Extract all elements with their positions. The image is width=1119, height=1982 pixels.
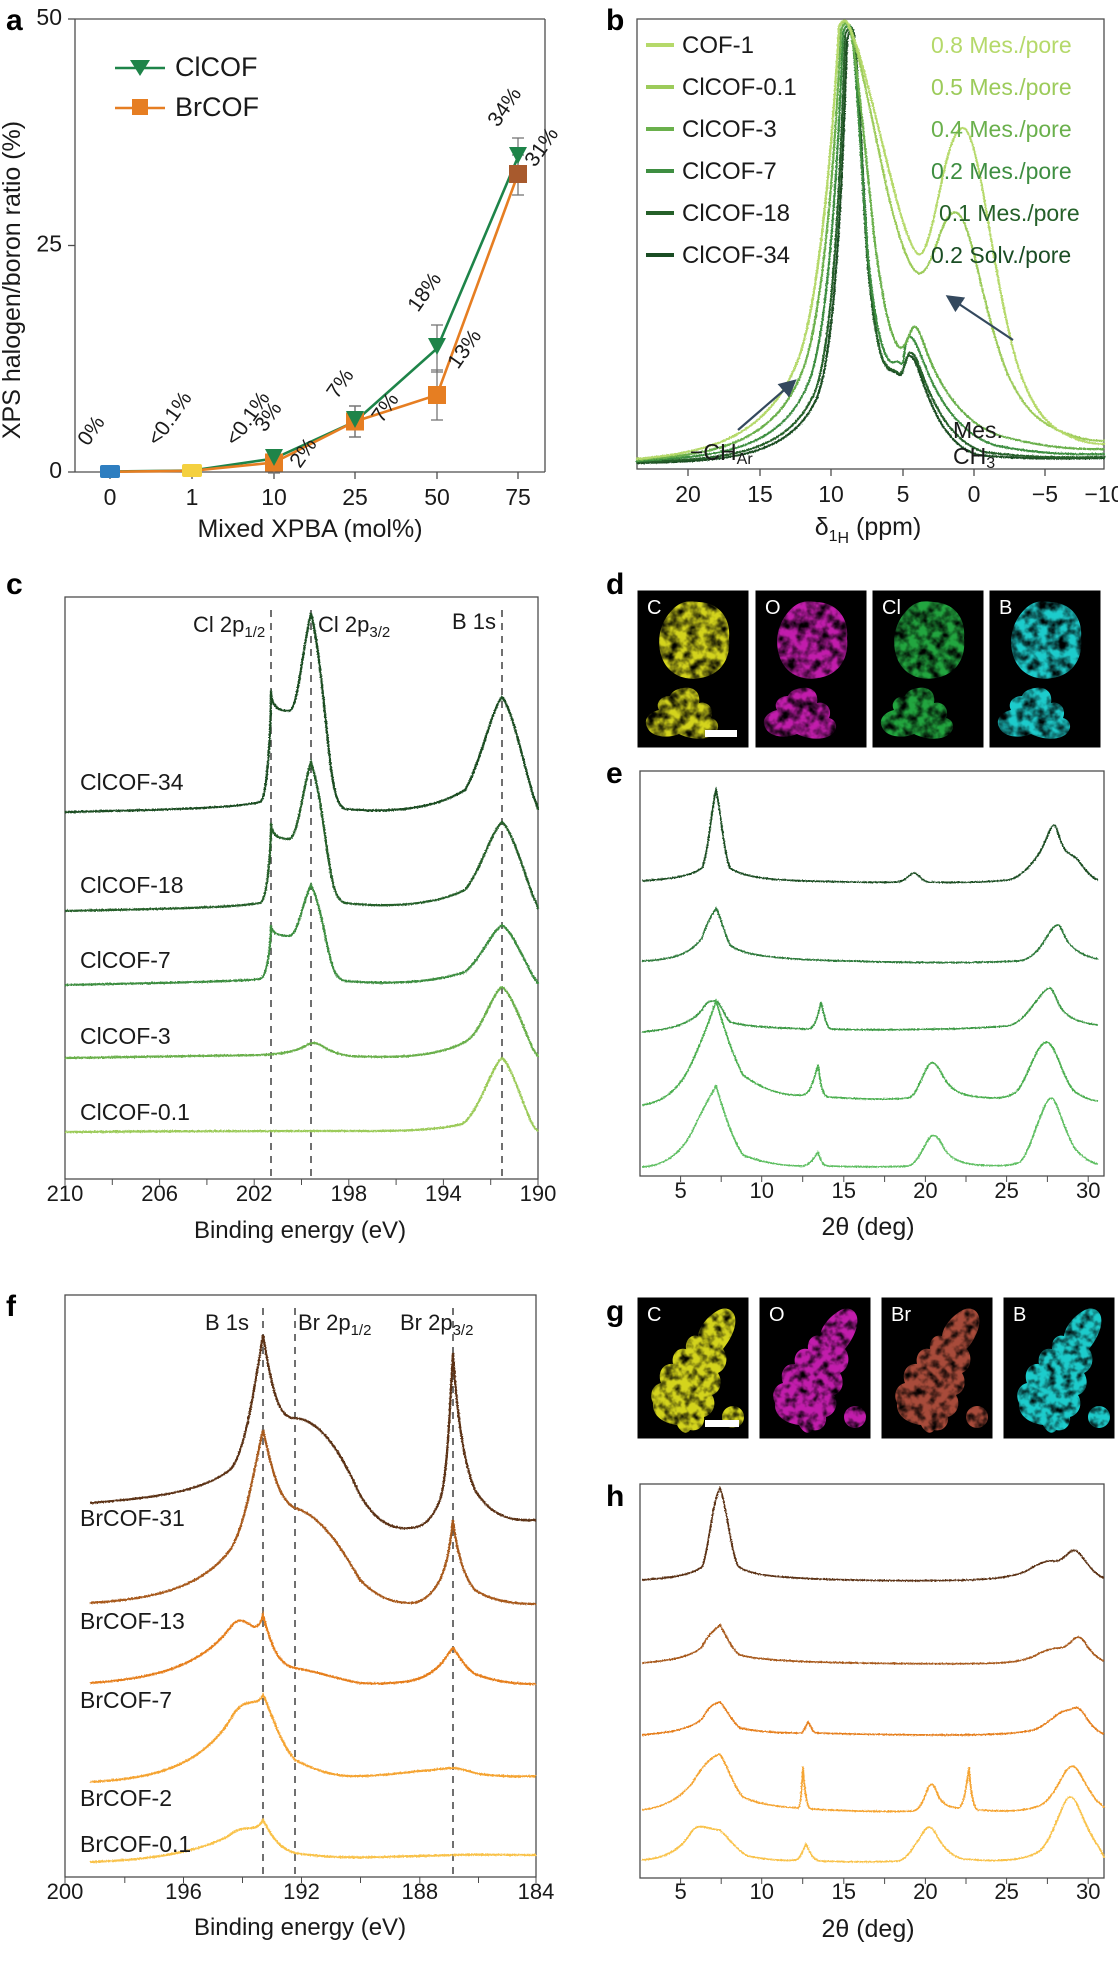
svg-text:75: 75 [505, 484, 531, 510]
svg-text:0: 0 [968, 481, 981, 507]
svg-text:ClCOF-18: ClCOF-18 [80, 872, 184, 898]
svg-text:10: 10 [261, 484, 287, 510]
svg-text:7%: 7% [367, 389, 403, 427]
svg-text:C: C [647, 1304, 661, 1326]
svg-text:Mixed XPBA (mol%): Mixed XPBA (mol%) [197, 515, 422, 543]
svg-text:ClCOF-0.1: ClCOF-0.1 [682, 74, 797, 101]
svg-text:ClCOF-7: ClCOF-7 [682, 158, 777, 185]
svg-text:O: O [769, 1304, 785, 1326]
svg-text:ClCOF: ClCOF [175, 52, 258, 82]
svg-text:XPS halogen/boron ratio (%): XPS halogen/boron ratio (%) [0, 121, 26, 439]
svg-text:BrCOF-31: BrCOF-31 [80, 1505, 185, 1531]
svg-text:BrCOF: BrCOF [175, 92, 259, 122]
svg-text:0.5 Mes./pore: 0.5 Mes./pore [931, 74, 1072, 100]
svg-text:0: 0 [49, 457, 62, 483]
svg-text:Mes.: Mes. [953, 417, 1003, 443]
svg-text:B 1s: B 1s [452, 609, 496, 634]
svg-text:25: 25 [342, 484, 368, 510]
svg-text:Br 2p1/2: Br 2p1/2 [298, 1310, 371, 1339]
svg-text:34%: 34% [483, 83, 526, 131]
svg-text:O: O [765, 597, 781, 619]
svg-text:COF-1: COF-1 [682, 32, 754, 59]
svg-text:ClCOF-34: ClCOF-34 [80, 769, 184, 795]
svg-text:BrCOF-2: BrCOF-2 [80, 1785, 172, 1811]
svg-text:15: 15 [747, 481, 773, 507]
svg-text:Binding energy (eV): Binding energy (eV) [194, 1217, 406, 1244]
svg-text:7%: 7% [322, 365, 358, 403]
svg-text:Binding energy (eV): Binding energy (eV) [194, 1914, 406, 1941]
svg-text:−5: −5 [1032, 481, 1058, 507]
svg-text:ClCOF-3: ClCOF-3 [80, 1023, 171, 1049]
svg-text:B 1s: B 1s [205, 1310, 249, 1335]
svg-text:0.2 Solv./pore: 0.2 Solv./pore [931, 242, 1071, 268]
svg-text:ClCOF-7: ClCOF-7 [80, 947, 171, 973]
svg-text:B: B [999, 597, 1012, 619]
svg-text:<0.1%: <0.1% [143, 387, 196, 449]
svg-text:BrCOF-13: BrCOF-13 [80, 1608, 185, 1634]
svg-text:δ1H (ppm): δ1H (ppm) [815, 513, 922, 547]
svg-text:0.4 Mes./pore: 0.4 Mes./pore [931, 116, 1072, 142]
svg-text:Cl 2p1/2: Cl 2p1/2 [193, 612, 265, 641]
svg-text:5: 5 [897, 481, 910, 507]
svg-text:C: C [647, 597, 661, 619]
svg-text:Cl: Cl [882, 597, 901, 619]
svg-text:ClCOF-3: ClCOF-3 [682, 116, 777, 143]
svg-text:1: 1 [186, 484, 199, 510]
svg-text:B: B [1013, 1304, 1026, 1326]
svg-text:25: 25 [36, 231, 62, 257]
svg-text:ClCOF-34: ClCOF-34 [682, 242, 790, 269]
svg-text:ClCOF-0.1: ClCOF-0.1 [80, 1099, 190, 1125]
svg-text:0%: 0% [73, 412, 109, 450]
svg-text:Cl 2p3/2: Cl 2p3/2 [318, 612, 390, 641]
svg-text:−10: −10 [1084, 481, 1118, 507]
svg-text:50: 50 [36, 4, 62, 30]
svg-text:Br 2p3/2: Br 2p3/2 [400, 1310, 473, 1339]
svg-text:2θ (deg): 2θ (deg) [821, 1213, 914, 1241]
svg-text:2θ (deg): 2θ (deg) [821, 1915, 914, 1943]
svg-text:0.2 Mes./pore: 0.2 Mes./pore [931, 158, 1072, 184]
svg-text:ClCOF-18: ClCOF-18 [682, 200, 790, 227]
svg-text:0: 0 [104, 484, 117, 510]
svg-text:−CHAr: −CHAr [690, 439, 753, 468]
svg-text:13%: 13% [443, 325, 486, 373]
svg-text:CH3: CH3 [953, 443, 995, 472]
svg-text:50: 50 [424, 484, 450, 510]
svg-text:0.8 Mes./pore: 0.8 Mes./pore [931, 32, 1072, 58]
svg-text:20: 20 [675, 481, 701, 507]
svg-text:18%: 18% [403, 268, 446, 316]
svg-text:0.1 Mes./pore: 0.1 Mes./pore [939, 200, 1080, 226]
svg-text:BrCOF-7: BrCOF-7 [80, 1687, 172, 1713]
svg-text:BrCOF-0.1: BrCOF-0.1 [80, 1831, 191, 1857]
svg-text:10: 10 [818, 481, 844, 507]
svg-text:Br: Br [891, 1304, 911, 1326]
